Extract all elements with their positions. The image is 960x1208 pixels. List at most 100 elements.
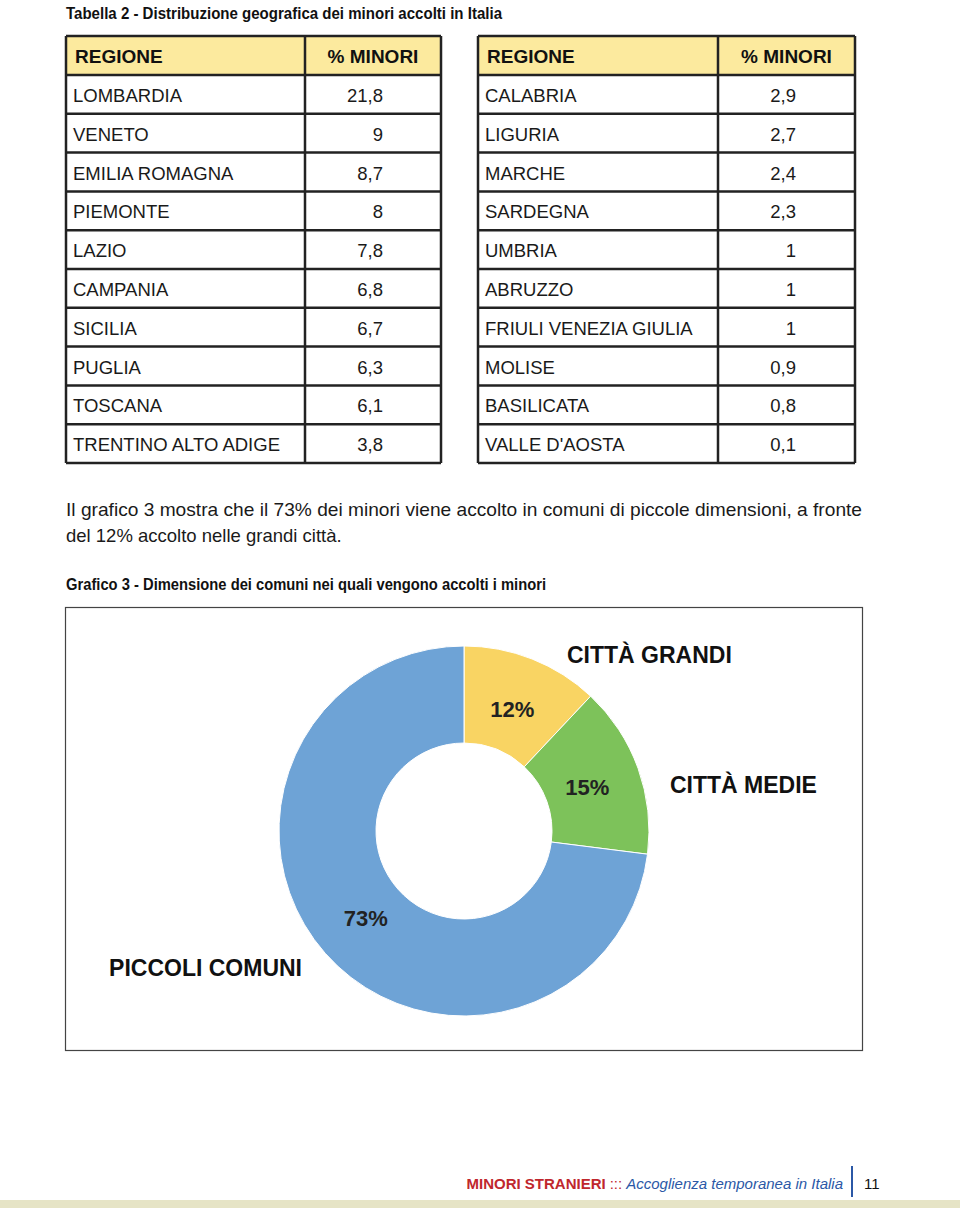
table-border — [66, 151, 441, 154]
table-cell: UMBRIA — [485, 240, 558, 261]
table-border — [66, 229, 441, 232]
category-label: PICCOLI COMUNI — [109, 955, 302, 981]
table-border — [66, 113, 441, 116]
table-border — [478, 462, 855, 465]
table-cell: 2,7 — [770, 124, 796, 145]
data-label: 15% — [565, 775, 609, 800]
table-cell: 8 — [373, 201, 383, 222]
table-cell: 1 — [786, 240, 796, 261]
table-header-bg — [66, 36, 441, 75]
table-cell: 7,8 — [357, 240, 383, 261]
table-cell: 1 — [786, 318, 796, 339]
table-border — [478, 74, 855, 77]
table-border — [478, 268, 855, 271]
table-border — [66, 345, 441, 348]
table-cell: 6,1 — [357, 395, 383, 416]
table-cell: VENETO — [73, 124, 149, 145]
table-cell: 2,4 — [770, 163, 796, 184]
table-cell: VALLE D'AOSTA — [485, 434, 625, 455]
table-header-bg — [478, 36, 855, 75]
table-border — [66, 462, 441, 465]
table-title: Tabella 2 - Distribuzione geografica dei… — [66, 4, 502, 23]
table-border — [440, 36, 443, 463]
table-header-cell: % MINORI — [328, 46, 419, 67]
table-cell: 8,7 — [357, 163, 383, 184]
table-cell: 21,8 — [347, 85, 383, 106]
category-label: CITTÀ MEDIE — [670, 771, 817, 798]
table-cell: MOLISE — [485, 357, 555, 378]
footer-text: MINORI STRANIERI:::Accoglienza temporane… — [467, 1175, 843, 1192]
table-header-cell: % MINORI — [741, 46, 832, 67]
footer-band — [0, 1200, 960, 1208]
table-border — [717, 36, 720, 463]
table-border — [478, 229, 855, 232]
table-cell: PIEMONTE — [73, 201, 170, 222]
table-cell: TOSCANA — [73, 395, 163, 416]
table-border — [478, 345, 855, 348]
table-cell: 0,1 — [770, 434, 796, 455]
table-cell: 2,9 — [770, 85, 796, 106]
table-cell: EMILIA ROMAGNA — [73, 163, 234, 184]
footer-separator: ::: — [610, 1175, 623, 1192]
footer-divider — [851, 1166, 853, 1197]
table-header-cell: REGIONE — [75, 46, 163, 67]
table-border — [66, 35, 441, 38]
chart-frame — [66, 608, 863, 1051]
table-border — [66, 423, 441, 426]
footer: MINORI STRANIERI:::Accoglienza temporane… — [0, 1166, 960, 1208]
page-canvas: Tabella 2 - Distribuzione geografica dei… — [0, 0, 960, 1208]
donut-slice — [524, 696, 649, 854]
table-border — [65, 36, 68, 463]
table-border — [66, 74, 441, 77]
table-cell: 1 — [786, 279, 796, 300]
table-cell: 6,7 — [357, 318, 383, 339]
table-border — [66, 307, 441, 310]
table-border — [854, 36, 857, 463]
chart-labels: 12%CITTÀ GRANDI15%CITTÀ MEDIE73%PICCOLI … — [109, 641, 817, 981]
table-border — [478, 307, 855, 310]
table-cell: 3,8 — [357, 434, 383, 455]
paragraph-line: del 12% accolto nelle grandi città. — [66, 525, 342, 546]
table-border — [478, 151, 855, 154]
table-cell: PUGLIA — [73, 357, 142, 378]
table-cell: 0,9 — [770, 357, 796, 378]
table-cell: FRIULI VENEZIA GIULIA — [485, 318, 693, 339]
table-border — [478, 423, 855, 426]
data-label: 73% — [344, 906, 388, 931]
slices — [279, 646, 649, 1016]
table-border — [478, 190, 855, 193]
table-cell: 9 — [373, 124, 383, 145]
table-border — [304, 36, 307, 463]
paragraph-line: Il grafico 3 mostra che il 73% dei minor… — [66, 499, 862, 520]
table-border — [66, 384, 441, 387]
table-cell: TRENTINO ALTO ADIGE — [73, 434, 280, 455]
table-cell: BASILICATA — [485, 395, 590, 416]
table-border — [66, 190, 441, 193]
table-border — [477, 36, 480, 463]
footer-brand: MINORI STRANIERI — [467, 1175, 606, 1192]
chart-title: Grafico 3 - Dimensione dei comuni nei qu… — [66, 575, 546, 594]
table-cell: LOMBARDIA — [73, 85, 183, 106]
donut-slice — [279, 646, 648, 1016]
category-label: CITTÀ GRANDI — [567, 641, 732, 668]
table-border — [478, 384, 855, 387]
table-cell: CAMPANIA — [73, 279, 169, 300]
table-border — [66, 268, 441, 271]
table-cell: LAZIO — [73, 240, 126, 261]
table-cell: 6,3 — [357, 357, 383, 378]
table-header-cell: REGIONE — [487, 46, 575, 67]
table-cell: LIGURIA — [485, 124, 560, 145]
table-cell: ABRUZZO — [485, 279, 573, 300]
table-cell: MARCHE — [485, 163, 565, 184]
table-border — [478, 35, 855, 38]
table-cell: SICILIA — [73, 318, 137, 339]
table-border — [478, 113, 855, 116]
table-cell: 0,8 — [770, 395, 796, 416]
table-cell: 2,3 — [770, 201, 796, 222]
page-number: 11 — [864, 1175, 880, 1192]
table: REGIONE % MINORI LOMBARDIA 21,8 VENETO 9 EMILI… — [66, 36, 855, 463]
footer-subtitle: Accoglienza temporanea in Italia — [625, 1175, 843, 1192]
table-cell: CALABRIA — [485, 85, 577, 106]
page: Tabella 2 - Distribuzione geografica dei… — [0, 0, 960, 1208]
table-cell: 6,8 — [357, 279, 383, 300]
